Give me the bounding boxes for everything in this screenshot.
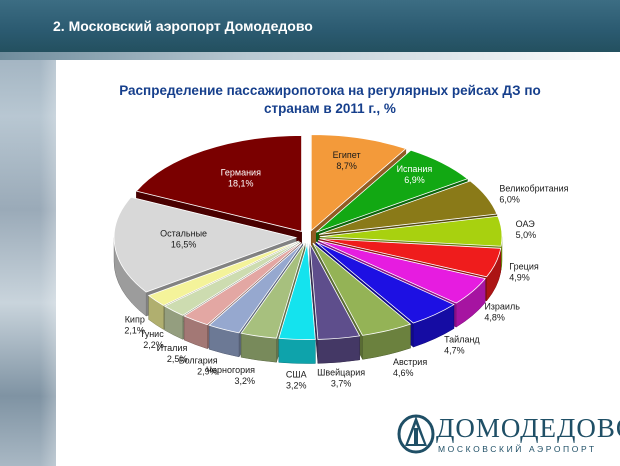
- slice-0-top: [310, 134, 407, 232]
- slice-15-value: 16,5%: [171, 240, 197, 250]
- slice-13-label: Тунис: [140, 329, 164, 339]
- slice-4-label: Греция: [509, 261, 539, 271]
- slice-13-top: [163, 241, 300, 316]
- sky-fade: [40, 0, 100, 466]
- slice-0-value: 8,7%: [336, 161, 357, 171]
- slice-9-top: [278, 243, 316, 340]
- slice-10-top: [240, 243, 306, 339]
- slice-1-top: [316, 149, 469, 233]
- slice-4-value: 4,9%: [509, 272, 530, 282]
- slice-11-value: 2,9%: [197, 366, 218, 376]
- slice-2-value: 6,0%: [499, 194, 520, 204]
- slice-14-label: Кипр: [125, 315, 145, 325]
- slice-9-label: США: [286, 369, 307, 379]
- slice-12-value: 2,5%: [167, 354, 188, 364]
- slice-16-label: Германия: [221, 167, 261, 177]
- slice-5-value: 4,8%: [484, 313, 505, 323]
- slice-9-outer-wall: [278, 338, 316, 364]
- slide-title: 2. Московский аэропорт Домодедово: [53, 18, 313, 34]
- logo-subtitle: МОСКОВСКИЙ АЭРОПОРТ: [438, 444, 597, 454]
- chart-title: Распределение пассажиропотока на регуляр…: [96, 82, 564, 118]
- slice-14-top: [147, 240, 299, 306]
- slice-1-value: 6,9%: [404, 175, 425, 185]
- slice-6-value: 4,7%: [444, 345, 465, 355]
- slice-0-label: Египет: [333, 150, 361, 160]
- slice-9-value: 3,2%: [286, 380, 307, 390]
- slice-8-label: Швейцария: [317, 368, 365, 378]
- slice-7-label: Австрия: [393, 357, 427, 367]
- slice-15-label: Остальные: [160, 229, 207, 239]
- domodedovo-logo-icon: [397, 414, 435, 454]
- logo-wordmark: ДОМОДЕДОВО: [436, 413, 620, 443]
- slice-tops: [113, 134, 503, 340]
- slice-12-top: [183, 242, 302, 326]
- slice-8-value: 3,7%: [331, 379, 352, 389]
- slice-10-value: 3,2%: [234, 376, 255, 386]
- slice-5-top: [318, 240, 486, 304]
- slice-8-outer-wall: [317, 335, 360, 364]
- slice-12-label: Италия: [157, 343, 188, 353]
- slice-7-top: [312, 242, 412, 336]
- slice-13-value: 2,2%: [143, 340, 164, 350]
- slice-2-label: Великобритания: [499, 183, 568, 193]
- slice-1-label: Испания: [397, 164, 433, 174]
- slice-16-value: 18,1%: [228, 178, 254, 188]
- slice-14-value: 2,1%: [124, 326, 145, 336]
- header-strip: [0, 52, 620, 60]
- slice-2-top: [318, 180, 498, 235]
- slice-10-label: Черногория: [206, 365, 255, 375]
- slice-7-value: 4,6%: [393, 368, 414, 378]
- slice-8-top: [309, 243, 361, 340]
- slice-6-label: Тайланд: [444, 334, 480, 344]
- slice-5-label: Израиль: [484, 302, 520, 312]
- slice-15-top: [113, 196, 298, 293]
- slice-11-top: [208, 242, 304, 334]
- slice-16-top: [135, 135, 302, 232]
- slice-3-label: ОАЭ: [516, 219, 536, 229]
- slice-3-top: [319, 215, 503, 247]
- slice-3-value: 5,0%: [516, 230, 537, 240]
- slice-11-label: Болгария: [179, 355, 218, 365]
- chart-title-line-2: странам в 2011 г., %: [264, 101, 396, 116]
- chart-title-line-1: Распределение пассажиропотока на регуляр…: [119, 83, 541, 98]
- slice-4-top: [319, 238, 502, 278]
- header-bar: [0, 0, 620, 52]
- slice-6-top: [315, 241, 455, 324]
